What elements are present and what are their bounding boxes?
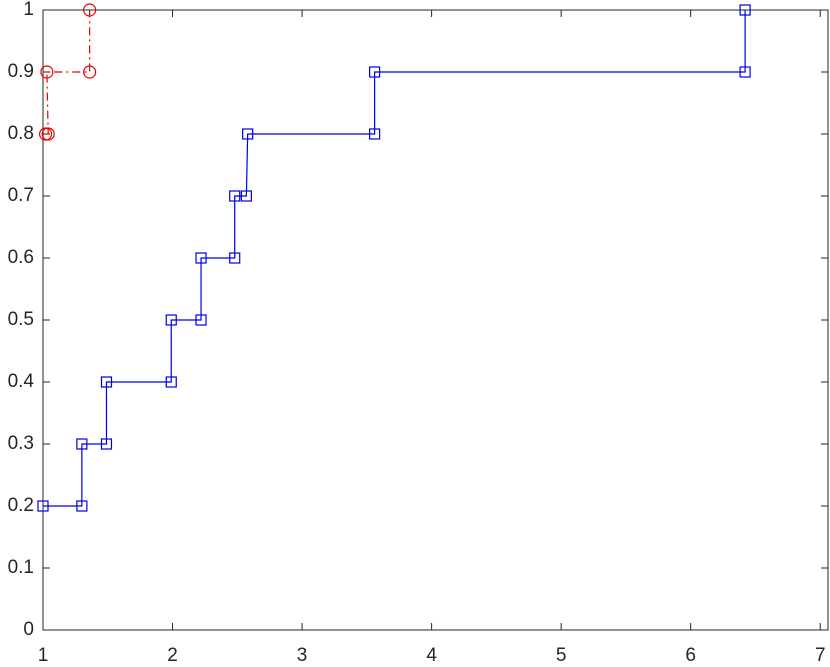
marker <box>100 438 113 450</box>
y-tick-label: 0.3 <box>8 433 34 454</box>
y-tick-label: 0 <box>23 619 34 640</box>
x-tick-label: 1 <box>38 645 49 666</box>
marker <box>83 65 97 79</box>
series-line <box>43 10 746 507</box>
x-tick-label: 6 <box>685 645 696 666</box>
y-tick-label: 0.9 <box>8 61 34 82</box>
y-tick-label: 0.2 <box>8 495 34 516</box>
marker <box>369 128 381 140</box>
marker <box>41 127 55 141</box>
marker <box>240 190 252 202</box>
y-tick-label: 0.7 <box>8 185 34 206</box>
x-tick-label: 4 <box>426 645 437 666</box>
plot-area <box>42 9 829 631</box>
marker <box>195 252 207 264</box>
marker <box>76 438 88 450</box>
marker <box>229 190 241 202</box>
x-tick-label: 2 <box>167 645 178 666</box>
x-tick-label: 7 <box>815 645 826 666</box>
y-tick-label: 1 <box>23 0 34 20</box>
y-tick-label: 0.6 <box>8 247 34 268</box>
x-tick-label: 3 <box>297 645 308 666</box>
marker <box>739 66 751 78</box>
y-tick-label: 0.5 <box>8 309 34 330</box>
marker <box>739 4 751 16</box>
marker <box>37 500 49 512</box>
marker <box>76 500 88 512</box>
x-tick-label: 5 <box>556 645 567 666</box>
y-tick-label: 0.8 <box>8 123 34 144</box>
marker <box>165 314 177 326</box>
marker <box>242 128 254 140</box>
marker <box>100 376 113 388</box>
marker <box>369 66 381 78</box>
marker <box>83 3 97 17</box>
y-tick-label: 0.1 <box>8 557 34 578</box>
marker <box>229 252 241 264</box>
marker <box>195 314 207 326</box>
y-tick-label: 0.4 <box>8 371 35 392</box>
marker <box>40 65 54 79</box>
marker <box>165 376 177 388</box>
series-line <box>45 10 91 135</box>
